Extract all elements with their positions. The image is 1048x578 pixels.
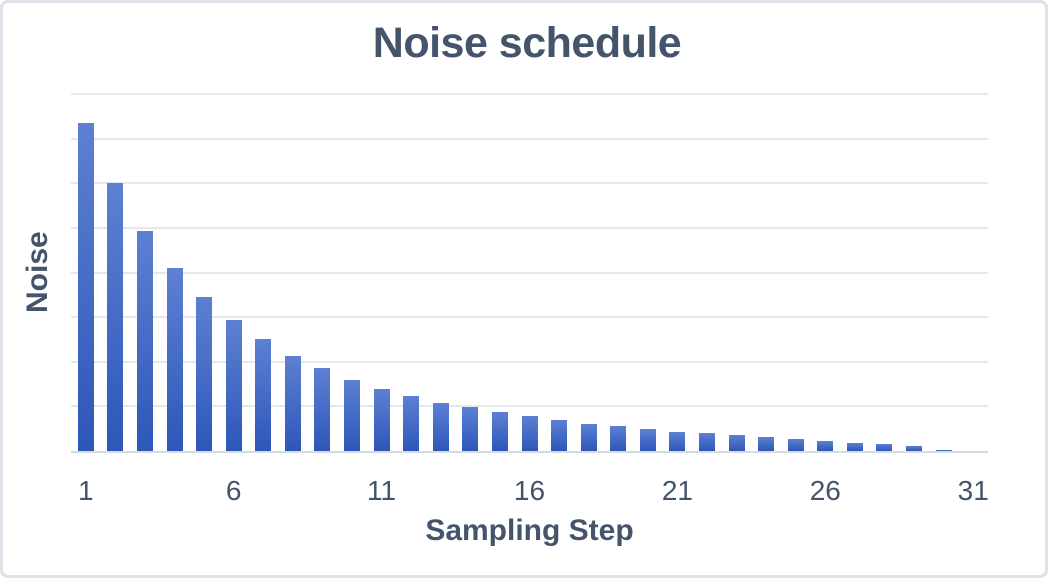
bar-step-14	[462, 407, 479, 451]
chart-title: Noise schedule	[372, 19, 682, 67]
bar-step-3	[136, 231, 153, 451]
bar-step-4	[166, 268, 183, 451]
x-axis-title: Sampling Step	[425, 514, 634, 547]
gridline	[71, 271, 988, 274]
gridline	[71, 360, 988, 363]
x-tick-label: 21	[661, 475, 693, 506]
bar-step-18	[580, 423, 597, 451]
bar-step-10	[344, 379, 361, 451]
bar-step-5	[196, 297, 213, 451]
x-tick-label: 1	[77, 475, 94, 506]
bar-step-1	[77, 123, 94, 451]
bar-step-27	[846, 442, 863, 451]
bar-step-29	[906, 446, 923, 451]
bar-step-19	[610, 426, 627, 451]
gridline	[71, 316, 988, 319]
gridline	[71, 137, 988, 140]
bar-step-15	[491, 412, 508, 451]
bar-step-6	[225, 320, 242, 451]
bar-step-22	[698, 433, 715, 451]
x-tick-label: 16	[513, 475, 546, 506]
bar-step-23	[728, 434, 745, 451]
bar-step-21	[669, 431, 686, 451]
bar-step-17	[551, 420, 568, 451]
bar-step-25	[787, 439, 804, 451]
x-tick-label: 6	[225, 475, 242, 506]
x-tick-label: 26	[809, 475, 841, 506]
bar-step-11	[373, 388, 390, 451]
x-tick-label: 11	[367, 475, 397, 506]
bar-step-26	[817, 441, 834, 451]
bar-step-8	[284, 356, 301, 451]
bar-step-20	[639, 429, 656, 451]
bar-step-12	[403, 396, 420, 451]
bar-step-16	[521, 416, 538, 451]
gridline	[71, 226, 988, 229]
bar-step-24	[758, 436, 775, 451]
bar-step-2	[107, 183, 124, 451]
gridline	[71, 405, 988, 408]
gridline	[71, 93, 988, 95]
gridline	[71, 182, 988, 185]
x-tick-label: 31	[957, 475, 989, 506]
plot-area	[71, 93, 988, 453]
bar-step-13	[432, 402, 449, 451]
bar-step-28	[876, 444, 893, 451]
bar-step-7	[255, 339, 272, 451]
y-axis-title: Noise	[21, 231, 54, 314]
bar-step-9	[314, 368, 331, 451]
bar-step-30	[935, 450, 952, 451]
